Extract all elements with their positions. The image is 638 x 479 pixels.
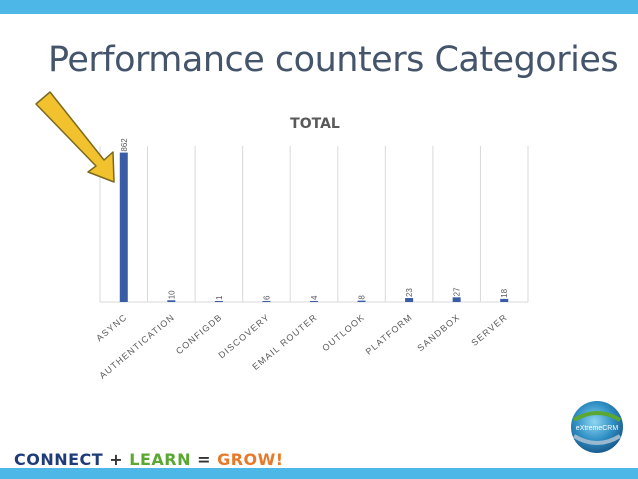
footer-grow: GROW! — [217, 450, 284, 469]
bar-platform — [405, 298, 414, 302]
data-label: 8 — [358, 295, 367, 300]
top-accent-bar — [0, 0, 638, 14]
bar-server — [500, 298, 509, 302]
category-label: SANDBOX — [415, 312, 462, 353]
data-label: 6 — [262, 295, 271, 300]
data-label: 862 — [120, 138, 129, 152]
category-label: PLATFORM — [364, 312, 415, 357]
slide-title: Performance counters Categories — [48, 40, 619, 80]
data-label: 27 — [453, 287, 462, 296]
category-label: OUTLOOK — [320, 312, 367, 353]
category-label: CONFIGDB — [174, 312, 224, 356]
footer-slogan: CONNECT + LEARN = GROW! — [14, 450, 284, 469]
bottom-accent-bar — [0, 468, 638, 479]
data-label: 18 — [500, 288, 509, 297]
footer-equals: = — [197, 450, 211, 469]
logo-text: eXtremeCRM — [576, 425, 619, 432]
data-label: 4 — [310, 295, 319, 300]
data-label: 10 — [167, 290, 176, 299]
category-label: SERVER — [469, 312, 509, 348]
bar-authentication — [167, 300, 176, 302]
logo-swirl-grey — [572, 434, 622, 445]
data-label: 1 — [215, 295, 224, 300]
bar-sandbox — [452, 297, 461, 302]
extremecrm-logo: eXtremeCRM — [571, 401, 623, 453]
bar-email-router — [310, 301, 318, 302]
bar-discovery — [262, 300, 271, 302]
footer-connect: CONNECT — [14, 450, 104, 469]
bar-configdb — [214, 301, 223, 302]
bar-async — [119, 152, 128, 302]
chart-title: TOTAL — [290, 116, 340, 132]
logo-swirl-green — [572, 411, 622, 422]
annotation-arrow-icon — [35, 91, 115, 183]
footer-plus: + — [109, 450, 124, 469]
category-label: ASYNC — [94, 312, 129, 343]
data-label: 23 — [405, 288, 414, 297]
bar-outlook — [357, 300, 366, 302]
footer-learn: LEARN — [129, 450, 191, 469]
